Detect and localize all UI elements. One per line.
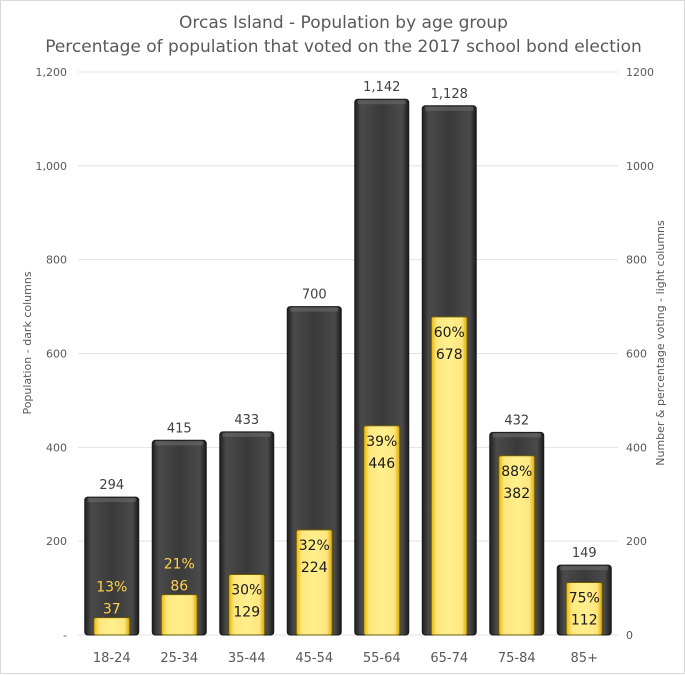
y2-tick-label: 800: [626, 254, 647, 267]
voting-percentage-label: 21%: [164, 557, 195, 573]
population-value-label: 433: [234, 413, 259, 428]
voting-bar: [93, 617, 131, 636]
voting-bar: [295, 529, 333, 636]
y2-tick-label: 0: [626, 629, 633, 642]
x-category-label: 18-24: [93, 651, 131, 666]
y-tick-label: 1,200: [36, 66, 68, 79]
voting-count-label: 37: [103, 602, 121, 618]
y-axis-title: Population - dark columns: [21, 271, 34, 414]
population-value-label: 432: [504, 413, 529, 428]
x-category-label: 25-34: [160, 651, 198, 666]
y2-tick-label: 600: [626, 348, 647, 361]
population-bar-highlight: [222, 432, 271, 437]
voting-count-label: 446: [368, 456, 395, 472]
voting-bar: [228, 573, 266, 636]
y2-axis-ticks: 0 200 400 600 800 1000 1200: [626, 66, 654, 642]
population-bar-highlight: [290, 307, 339, 312]
population-value-label: 294: [99, 478, 124, 493]
voting-percentage-label: 32%: [299, 538, 330, 554]
y-tick-label: -: [63, 629, 67, 642]
y2-tick-label: 400: [626, 441, 647, 454]
y-axis-ticks: - 200 400 600 800 1,000 1,200: [36, 66, 68, 642]
y-tick-label: 1,000: [36, 160, 68, 173]
voting-percentage-label: 88%: [501, 464, 532, 480]
voting-count-label: 382: [503, 486, 530, 502]
population-bar-highlight: [492, 433, 541, 438]
voting-bar: [430, 316, 468, 636]
population-value-label: 1,142: [363, 80, 400, 95]
x-category-label: 65-74: [430, 651, 468, 666]
voting-count-label: 86: [170, 579, 188, 595]
voting-count-label: 678: [436, 347, 463, 363]
population-value-label: 1,128: [431, 87, 468, 102]
voting-percentage-label: 75%: [569, 590, 600, 606]
y2-tick-label: 1000: [626, 160, 654, 173]
voting-bar: [498, 455, 536, 636]
y-tick-label: 600: [46, 348, 67, 361]
population-value-label: 700: [302, 288, 327, 303]
voting-count-label: 112: [571, 612, 598, 628]
voting-count-label: 129: [233, 604, 260, 620]
population-bar-highlight: [560, 566, 609, 571]
x-category-label: 55-64: [363, 651, 401, 666]
x-category-label: 45-54: [295, 651, 333, 666]
y-tick-label: 400: [46, 441, 67, 454]
voting-percentage-label: 60%: [434, 325, 465, 341]
chart-subtitle: Percentage of population that voted on t…: [45, 37, 642, 57]
population-bar-highlight: [425, 106, 474, 111]
chart-title: Orcas Island - Population by age group: [179, 13, 508, 33]
x-category-label: 75-84: [498, 651, 536, 666]
voting-bar: [565, 581, 603, 636]
population-bar-highlight: [87, 498, 136, 503]
x-category-label: 35-44: [228, 651, 266, 666]
y2-axis-title: Number & percentage voting - light colum…: [654, 220, 667, 466]
x-category-label: 85+: [571, 651, 598, 666]
y-tick-label: 800: [46, 254, 67, 267]
voting-bar: [160, 594, 198, 636]
population-value-label: 149: [572, 546, 597, 561]
voting-count-label: 224: [301, 560, 328, 576]
voting-percentage-label: 39%: [366, 434, 397, 450]
x-axis-categories: 18-24 25-34 35-44 45-54 55-64 65-74 75-84 85+: [93, 651, 598, 666]
y2-tick-label: 1200: [626, 66, 654, 79]
population-value-label: 415: [167, 421, 192, 436]
bars: 294 13% 37 415 21% 86 433 30% 129 700 32% 224 1,142 3…: [84, 80, 612, 636]
voting-bar: [363, 425, 401, 636]
voting-percentage-label: 13%: [96, 580, 127, 596]
voting-percentage-label: 30%: [231, 582, 262, 598]
y-tick-label: 200: [46, 535, 67, 548]
population-bar-highlight: [357, 100, 406, 105]
population-bar-highlight: [155, 441, 204, 446]
y2-tick-label: 200: [626, 535, 647, 548]
